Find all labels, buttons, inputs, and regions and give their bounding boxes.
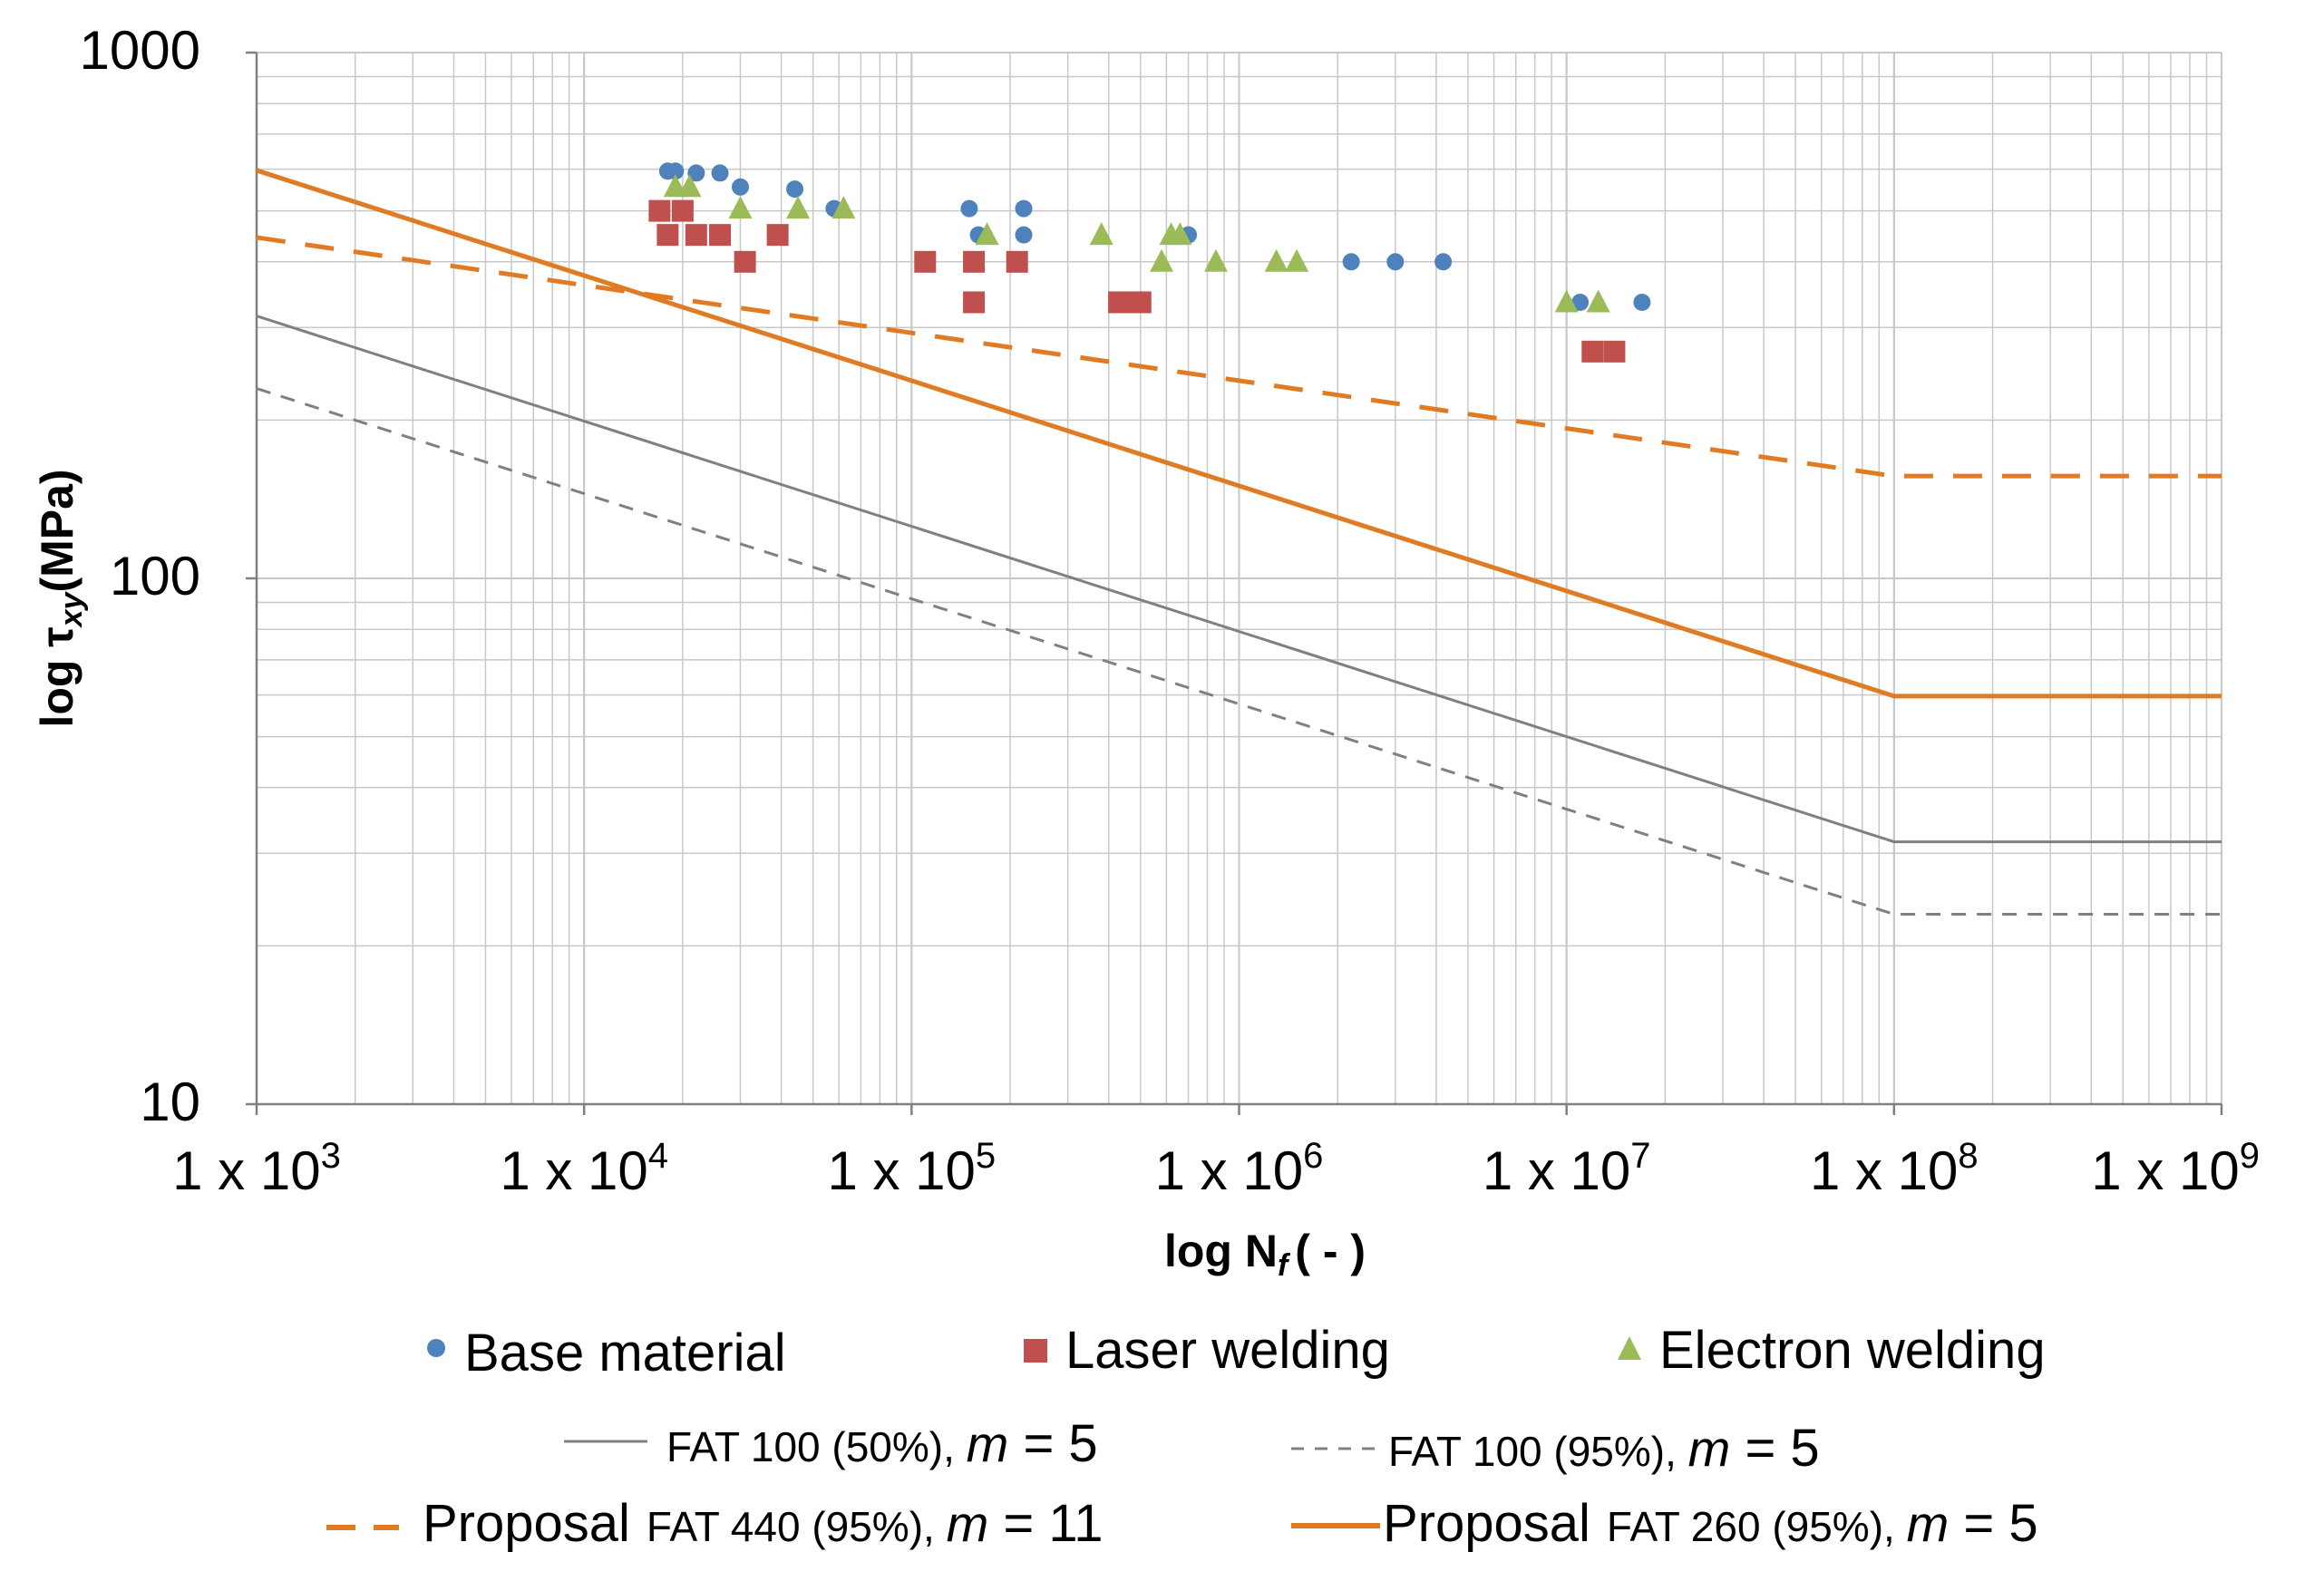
x-tick-label: 1 x 105 <box>827 1136 996 1201</box>
point-base-material <box>960 199 978 218</box>
series-line-proposal-fat-260-95 <box>256 168 2222 699</box>
point-laser-welding <box>1581 340 1604 363</box>
y-axis-title: log τxy(MPa) <box>32 469 89 727</box>
y-tick-label: 100 <box>110 546 200 606</box>
y-tick-label: 1000 <box>80 20 200 81</box>
legend-marker-electron-welding <box>1618 1336 1641 1360</box>
point-electron-welding <box>1150 248 1174 272</box>
point-laser-welding <box>1006 250 1028 273</box>
y-axis-title-main: log τ <box>32 626 83 727</box>
x-axis-title-subscript: f <box>1278 1248 1291 1283</box>
point-base-material <box>666 162 685 180</box>
point-electron-welding <box>786 196 811 219</box>
legend-marker-base-material <box>427 1339 445 1357</box>
point-electron-welding <box>1089 222 1113 246</box>
point-base-material <box>1434 253 1453 271</box>
series-line-proposal-fat-440-95 <box>256 235 2222 479</box>
legend-label-base-material: Base material <box>464 1324 786 1382</box>
legend: Base material Laser welding Electron wel… <box>326 1321 2046 1553</box>
x-axis-title-suffix: ( - ) <box>1295 1226 1366 1276</box>
legend-marker-laser-welding <box>1024 1339 1047 1363</box>
legend-label-fat100-95: FAT 100 (95%), m = 5 <box>1388 1419 1820 1478</box>
point-base-material <box>1015 226 1033 244</box>
point-base-material <box>1342 253 1360 271</box>
x-axis-title-main: log N <box>1164 1226 1278 1276</box>
grid-lines <box>256 52 2222 1105</box>
y-axis-title-suffix: (MPa) <box>32 469 83 592</box>
point-laser-welding <box>685 224 707 247</box>
point-base-material <box>786 180 804 199</box>
legend-label-fat100-50: FAT 100 (50%), m = 5 <box>666 1414 1098 1473</box>
point-base-material <box>687 164 705 182</box>
point-laser-welding <box>914 250 937 273</box>
point-electron-welding <box>1168 222 1192 246</box>
fatigue-lines <box>256 168 2222 917</box>
point-electron-welding <box>975 222 999 246</box>
data-points <box>648 162 1651 363</box>
point-base-material <box>1571 293 1590 311</box>
point-electron-welding <box>728 196 753 219</box>
x-axis-title: log Nf( - ) <box>1164 1226 1366 1283</box>
x-tick-label: 1 x 103 <box>172 1136 341 1201</box>
point-electron-welding <box>1285 248 1309 272</box>
series-line-fat-100-50 <box>256 315 2222 844</box>
x-tick-label: 1 x 108 <box>1810 1136 1979 1201</box>
point-laser-welding <box>734 250 756 273</box>
point-laser-welding <box>766 224 789 247</box>
point-laser-welding <box>656 224 679 247</box>
point-base-material <box>711 164 729 182</box>
point-electron-welding <box>1264 248 1288 272</box>
point-base-material <box>1015 199 1033 218</box>
point-laser-welding <box>963 291 986 314</box>
point-electron-welding <box>831 196 856 219</box>
point-base-material <box>1386 253 1405 271</box>
point-laser-welding <box>1129 291 1152 314</box>
point-electron-welding <box>1204 248 1229 272</box>
legend-label-fat260: Proposal FAT 260 (95%), m = 5 <box>1383 1494 2038 1553</box>
series-line-fat-100-95 <box>256 387 2222 917</box>
y-tick-labels: 10 100 1000 <box>80 20 200 1132</box>
x-tick-labels: 1 x 103 1 x 104 1 x 105 1 x 106 1 x 107 1 x 1… <box>172 1136 2260 1201</box>
y-axis-title-subscript: xy <box>54 590 89 628</box>
point-laser-welding <box>648 199 671 222</box>
legend-label-laser-welding: Laser welding <box>1065 1321 1390 1380</box>
point-laser-welding <box>709 224 732 247</box>
x-tick-label: 1 x 106 <box>1155 1136 1324 1201</box>
axes <box>246 51 2223 1115</box>
legend-label-fat440: Proposal FAT 440 (95%), m = 11 <box>423 1494 1104 1553</box>
point-base-material <box>1633 293 1651 311</box>
x-tick-label: 1 x 109 <box>2091 1136 2260 1201</box>
point-laser-welding <box>963 250 986 273</box>
point-electron-welding <box>1586 289 1610 313</box>
point-electron-welding <box>677 174 702 198</box>
point-laser-welding <box>1603 340 1626 363</box>
legend-label-electron-welding: Electron welding <box>1659 1321 2046 1380</box>
point-base-material <box>731 178 749 196</box>
y-tick-label: 10 <box>140 1072 200 1132</box>
x-tick-label: 1 x 107 <box>1483 1136 1651 1201</box>
point-electron-welding <box>1554 289 1579 313</box>
point-laser-welding <box>671 199 694 222</box>
x-tick-label: 1 x 104 <box>500 1136 668 1201</box>
